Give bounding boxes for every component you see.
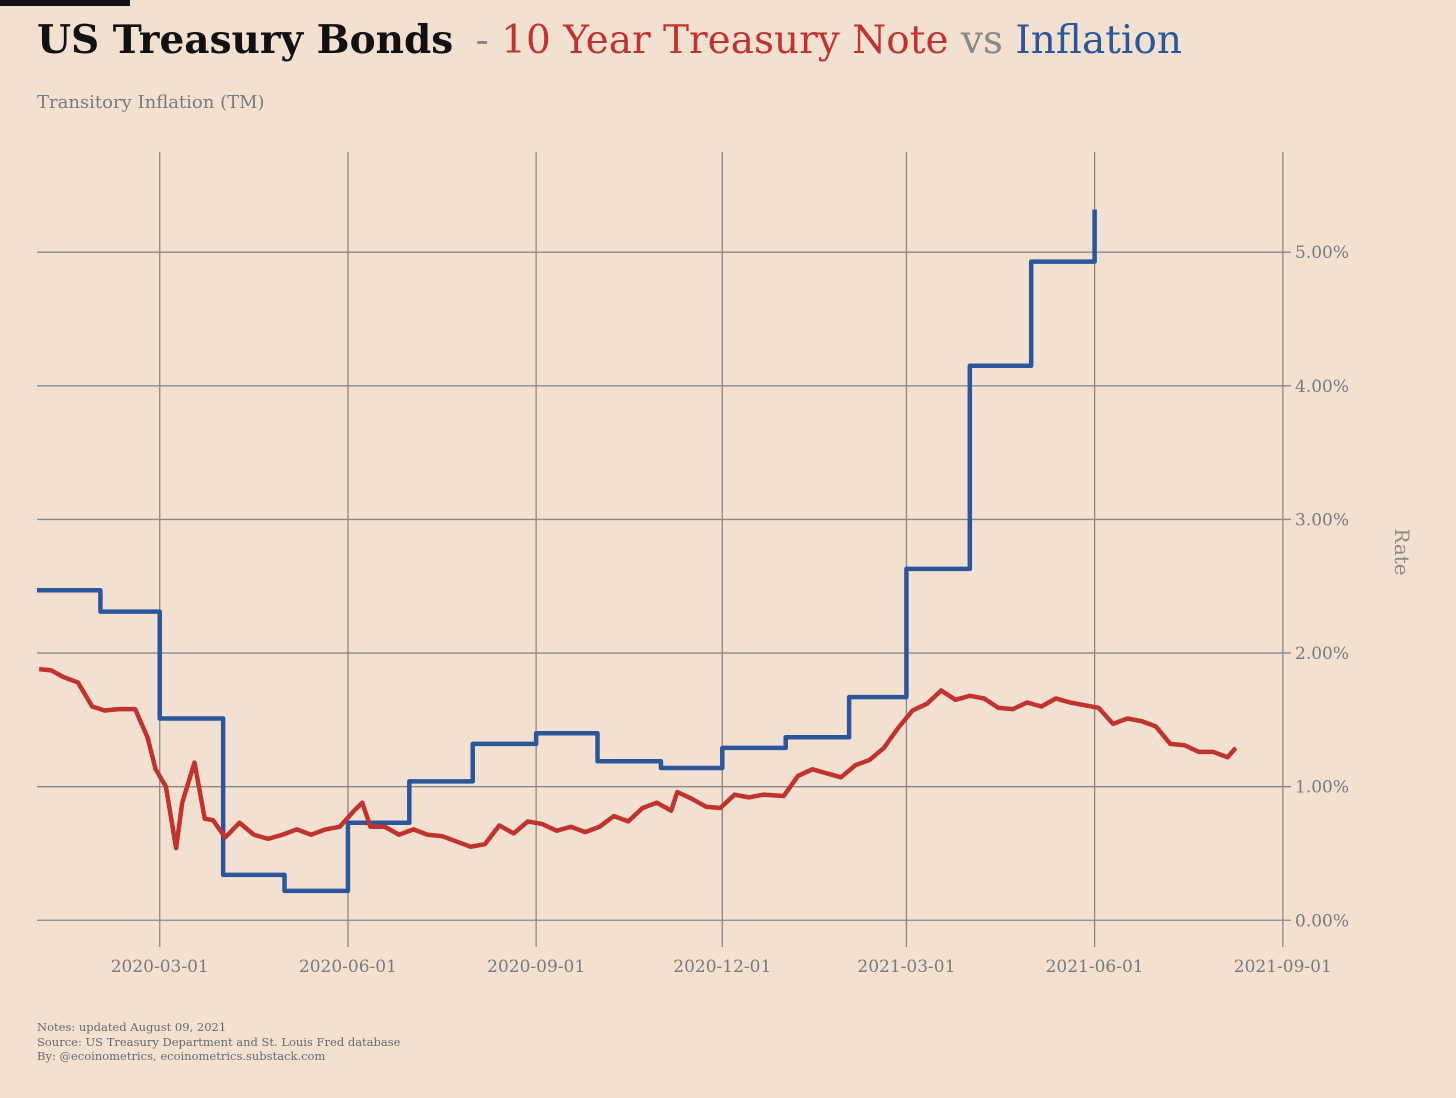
footer-notes: Notes: updated August 09, 2021 bbox=[37, 1020, 227, 1034]
footer-byline: By: @ecoinometrics, ecoinometrics.substa… bbox=[37, 1049, 326, 1063]
y-axis-label: Rate bbox=[1390, 528, 1414, 575]
y-tick-label: 5.00% bbox=[1295, 243, 1349, 263]
x-tick-label: 2021-09-01 bbox=[1234, 957, 1332, 977]
inflation-series-line bbox=[37, 209, 1097, 894]
footer-source: Source: US Treasury Department and St. L… bbox=[37, 1034, 401, 1049]
y-tick-label: 4.00% bbox=[1295, 377, 1349, 397]
x-tick-label: 2020-03-01 bbox=[111, 957, 209, 977]
title-dash: - bbox=[475, 18, 489, 63]
y-tick-label: 3.00% bbox=[1295, 510, 1349, 530]
x-tick-label: 2021-06-01 bbox=[1046, 957, 1144, 977]
chart-title: US Treasury Bonds - 10 Year Treasury Not… bbox=[37, 14, 1182, 67]
tick-labels: 0.00% 1.00% 2.00% 3.00% 4.00% 5.00% 2020-03-01… bbox=[111, 243, 1349, 977]
y-tick-label: 2.00% bbox=[1295, 644, 1349, 664]
x-tick-label: 2020-12-01 bbox=[673, 957, 771, 977]
chart-footer: Notes: updated August 09, 2021 Source: U… bbox=[37, 1020, 400, 1064]
top-accent-bar bbox=[0, 0, 130, 6]
title-main: US Treasury Bonds bbox=[37, 17, 454, 63]
grid bbox=[37, 152, 1291, 947]
series-layer bbox=[37, 209, 1238, 894]
x-tick-label: 2020-09-01 bbox=[487, 957, 585, 977]
x-tick-label: 2021-03-01 bbox=[857, 957, 955, 977]
y-tick-label: 0.00% bbox=[1295, 911, 1349, 931]
chart-subtitle: Transitory Inflation (TM) bbox=[37, 92, 265, 113]
treasury-series-line bbox=[38, 666, 1238, 851]
title-series-treasury: 10 Year Treasury Note bbox=[501, 18, 949, 63]
title-vs: vs bbox=[960, 18, 1003, 63]
y-tick-label: 1.00% bbox=[1295, 778, 1349, 798]
x-tick-label: 2020-06-01 bbox=[299, 957, 397, 977]
title-series-inflation: Inflation bbox=[1015, 18, 1182, 63]
